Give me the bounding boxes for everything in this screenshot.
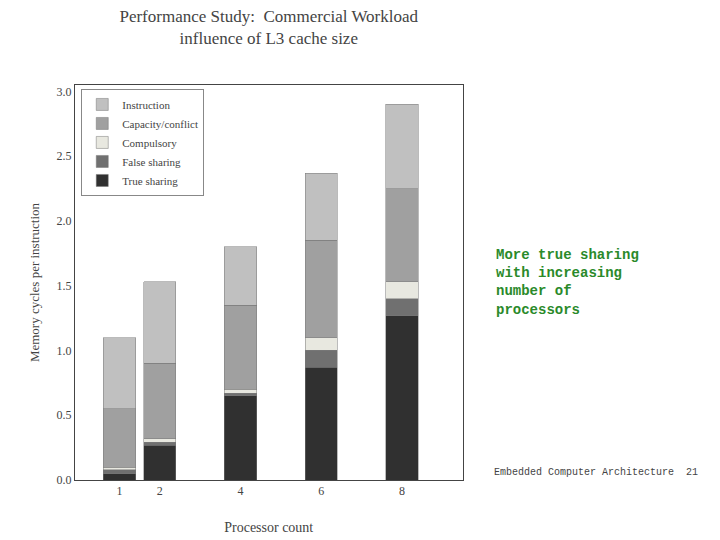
svg-text:False sharing: False sharing [122,156,181,168]
svg-text:True sharing: True sharing [122,175,178,187]
svg-text:3.0: 3.0 [57,85,72,99]
svg-text:2: 2 [157,484,163,498]
svg-text:More true sharingwith increasi: More true sharingwith increasingnumber o… [496,247,639,318]
svg-text:Instruction: Instruction [122,99,170,111]
svg-text:0.5: 0.5 [57,408,72,422]
svg-text:Memory cycles per instruction: Memory cycles per instruction [27,202,42,362]
svg-text:Embedded Computer Architecture: Embedded Computer Architecture 21 [494,467,698,478]
svg-text:Performance Study: Commercial: Performance Study: Commercial Workloadin… [119,7,418,48]
svg-text:1: 1 [116,484,122,498]
svg-text:Processor count: Processor count [224,520,313,535]
svg-text:4: 4 [237,484,243,498]
svg-text:6: 6 [318,484,324,498]
svg-text:1.5: 1.5 [57,279,72,293]
svg-text:Compulsory: Compulsory [122,137,177,149]
svg-text:Capacity/conflict: Capacity/conflict [122,118,198,130]
svg-text:8: 8 [399,484,405,498]
svg-text:1.0: 1.0 [57,344,72,358]
svg-text:0.0: 0.0 [57,473,72,487]
svg-text:2.0: 2.0 [57,214,72,228]
svg-text:2.5: 2.5 [57,149,72,163]
